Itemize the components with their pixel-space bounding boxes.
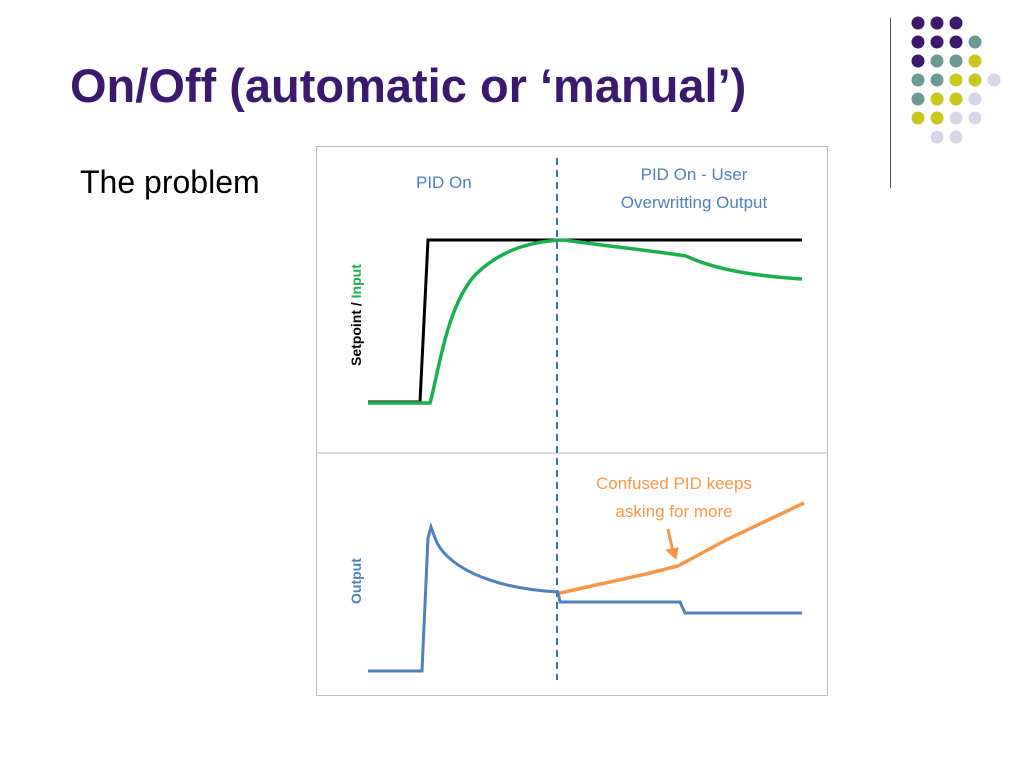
decorative-dot	[930, 35, 944, 49]
decorative-dot	[930, 111, 944, 125]
y-axis-label-output: Output	[348, 558, 364, 604]
decorative-dot	[949, 130, 963, 144]
decorative-dot	[968, 35, 982, 49]
annotation-arrow-head	[664, 547, 679, 560]
annotation-arrow-shaft	[666, 528, 675, 553]
label-pid-on-user-line1: PID On - User	[641, 165, 748, 184]
decorative-dot	[949, 35, 963, 49]
decorative-divider	[890, 18, 891, 188]
pid-chart-figure: PID On PID On - User Overwritting Output…	[316, 146, 828, 696]
decorative-dot	[930, 16, 944, 30]
decorative-dot	[968, 54, 982, 68]
label-pid-on-user-line2: Overwritting Output	[621, 193, 768, 212]
decorative-dot	[930, 73, 944, 87]
decorative-dot	[911, 54, 925, 68]
output-line	[368, 522, 802, 673]
decorative-dot	[911, 111, 925, 125]
figure-frame	[316, 146, 828, 696]
decorative-dot	[911, 92, 925, 106]
decorative-dot-grid	[911, 16, 1001, 144]
y-axis-label-setpoint-input: Setpoint / Input	[348, 264, 364, 366]
annotation-line2: asking for more	[615, 502, 732, 521]
decorative-dot	[968, 111, 982, 125]
slide-body-text: The problem	[80, 164, 260, 200]
decorative-dot	[949, 111, 963, 125]
user-output-line	[559, 501, 805, 595]
slide-title: On/Off (automatic or ‘manual’)	[70, 59, 747, 112]
decorative-dot	[930, 130, 944, 144]
decorative-dot	[968, 92, 982, 106]
decorative-dot	[930, 92, 944, 106]
decorative-dot	[949, 54, 963, 68]
annotation-line1: Confused PID keeps	[596, 474, 752, 493]
decorative-dot	[930, 54, 944, 68]
decorative-dot	[911, 16, 925, 30]
label-pid-on: PID On	[416, 173, 472, 192]
decorative-dot	[968, 73, 982, 87]
decorative-dot	[911, 73, 925, 87]
decorative-dot	[987, 73, 1001, 87]
decorative-dot	[911, 35, 925, 49]
decorative-dot	[949, 16, 963, 30]
y-axis-label-input: Input	[348, 264, 364, 299]
decorative-dot	[949, 73, 963, 87]
y-axis-label-setpoint: Setpoint /	[348, 298, 364, 366]
decorative-dot	[949, 92, 963, 106]
input-line	[368, 238, 803, 405]
